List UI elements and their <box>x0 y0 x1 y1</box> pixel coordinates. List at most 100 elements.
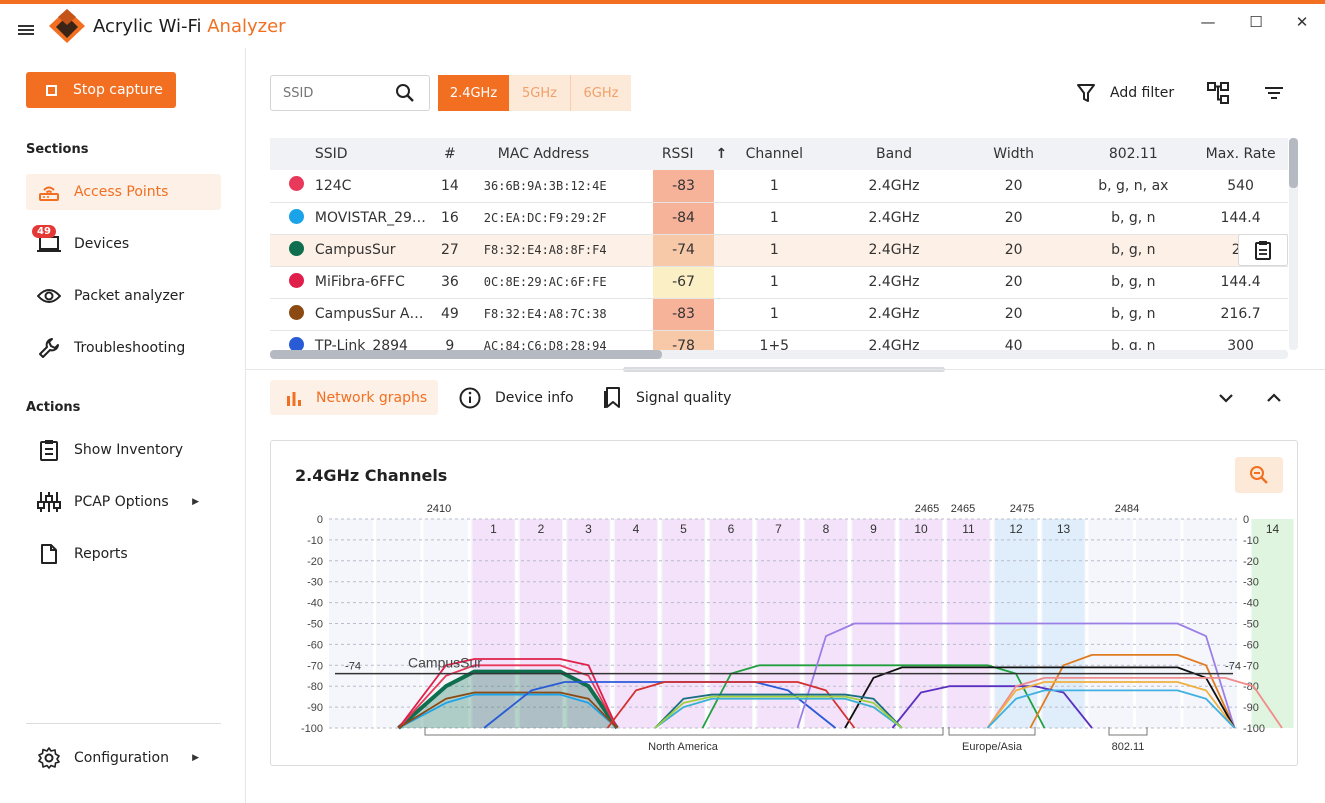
table-row[interactable]: MiFibra-6FFC 36 0C:8E:29:AC:6F:FE -67 1 2.4GH… <box>270 266 1288 299</box>
chevron-up-icon[interactable] <box>1267 393 1281 403</box>
tab-label: Signal quality <box>636 389 732 406</box>
column-header-number[interactable]: # <box>425 138 474 170</box>
color-dot <box>270 298 304 331</box>
sort-menu-icon[interactable] <box>1264 86 1284 100</box>
table-horizontal-scrollbar[interactable] <box>270 350 1288 359</box>
ssid-cell: MiFibra-6FFC <box>303 266 426 299</box>
y-tick-left: -60 <box>307 639 323 651</box>
sidebar-item-packet-analyzer[interactable]: Packet analyzer <box>26 278 221 314</box>
app-logo-icon <box>49 9 85 43</box>
y-tick-left: -10 <box>307 535 323 547</box>
channel-5-label: 5 <box>680 522 687 536</box>
stop-capture-button[interactable]: Stop capture <box>26 72 176 108</box>
table-header-row: SSID # MAC Address RSSI ↑ Channel Band Wi… <box>270 138 1288 170</box>
maximize-button[interactable]: ☐ <box>1249 13 1263 31</box>
scrollbar-thumb[interactable] <box>270 350 662 359</box>
color-dot <box>270 266 304 299</box>
band-6ghz-button[interactable]: 6GHz <box>570 75 631 111</box>
table-row[interactable]: MOVISTAR_29… 16 2C:EA:DC:F9:29:2F -84 1 2.4GH… <box>270 202 1288 235</box>
column-header-band[interactable]: Band <box>834 138 954 170</box>
ssid-search <box>270 75 430 111</box>
sidebar-item-reports[interactable]: Reports <box>26 536 221 572</box>
wrench-icon <box>39 338 59 358</box>
chevron-down-icon[interactable] <box>1219 393 1233 403</box>
column-header-max-rate[interactable]: Max. Rate <box>1193 138 1288 170</box>
channel-cell: 1 <box>714 170 835 203</box>
table-row[interactable]: TP-Link_2894 9 AC:84:C6:D8:28:94 -78 1+5 2.4G… <box>270 330 1288 350</box>
number-cell: 36 <box>425 266 474 299</box>
width-cell: 20 <box>953 202 1074 235</box>
channel-14-label: 14 <box>1266 522 1280 536</box>
sidebar-item-troubleshooting[interactable]: Troubleshooting <box>26 330 221 366</box>
band-cell: 2.4GHz <box>834 202 954 235</box>
band-5ghz-button[interactable]: 5GHz <box>509 75 570 111</box>
y-tick-right: 0 <box>1243 514 1249 526</box>
column-header-ssid[interactable]: SSID <box>303 138 426 170</box>
mac-cell: F8:32:E4:A8:8F:F4 <box>473 234 653 267</box>
zoom-button[interactable] <box>1235 457 1283 493</box>
tab-network-graphs[interactable]: Network graphs <box>270 380 438 415</box>
tab-signal-quality[interactable]: Signal quality <box>588 380 748 415</box>
search-icon[interactable] <box>395 83 415 103</box>
sidebar-item-access-points[interactable]: Access Points <box>26 174 221 210</box>
scrollbar-thumb[interactable] <box>1289 138 1298 188</box>
column-header-width[interactable]: Width <box>953 138 1074 170</box>
series-line-1 <box>397 664 618 729</box>
clipboard-icon <box>40 440 58 461</box>
sidebar-item-label: Reports <box>74 546 128 562</box>
hamburger-menu-icon[interactable] <box>18 25 34 35</box>
column-header-mac[interactable]: MAC Address <box>473 138 653 170</box>
band-cell: 2.4GHz <box>834 234 954 267</box>
column-header-802-11[interactable]: 802.11 <box>1073 138 1194 170</box>
channel-cell: 1 <box>714 298 835 331</box>
column-header-channel[interactable]: Channel <box>714 138 835 170</box>
table-row[interactable]: CampusSur A… 49 F8:32:E4:A8:7C:38 -83 1 2.4GH… <box>270 298 1288 331</box>
add-filter-button[interactable]: Add filter <box>1110 85 1175 101</box>
app-title: Acrylic Wi-Fi Analyzer <box>93 16 286 37</box>
y-tick-right: -50 <box>1243 619 1259 631</box>
width-cell: 40 <box>953 330 1074 350</box>
close-button[interactable]: ✕ <box>1295 13 1309 31</box>
ssid-search-input[interactable] <box>283 76 393 110</box>
filter-icon[interactable] <box>1076 83 1096 103</box>
standard-cell: b, g, n, ax <box>1073 170 1194 203</box>
channel-9-label: 9 <box>870 522 877 536</box>
mac-cell: 0C:8E:29:AC:6F:FE <box>473 266 653 299</box>
freq-label-2410: 2410 <box>427 503 451 515</box>
band-2-4ghz-button[interactable]: 2.4GHz <box>438 75 509 111</box>
max-rate-cell: 300 <box>1193 330 1288 350</box>
hierarchy-view-icon[interactable] <box>1207 82 1229 104</box>
sidebar-item-devices[interactable]: 49 Devices <box>26 225 221 262</box>
tab-device-info[interactable]: Device info <box>443 380 583 415</box>
sidebar-item-configuration[interactable]: Configuration ▶ <box>26 740 221 776</box>
number-cell: 9 <box>425 330 474 350</box>
channel-13-label: 13 <box>1057 522 1071 536</box>
table-row[interactable]: 124C 14 36:6B:9A:3B:12:4E -83 1 2.4GHz 20 b, g,… <box>270 170 1288 203</box>
channel-cell: 1+5 <box>714 330 835 350</box>
sidebar-item-label: Packet analyzer <box>74 288 185 304</box>
y-tick-right: -60 <box>1243 639 1259 651</box>
ssid-cell: 124C <box>303 170 426 203</box>
column-header-rssi[interactable]: RSSI ↑ <box>652 138 727 170</box>
channel-6-label: 6 <box>728 522 735 536</box>
stop-capture-label: Stop capture <box>73 82 163 98</box>
table-row[interactable]: CampusSur 27 F8:32:E4:A8:8F:F4 -74 1 2.4GHz 20… <box>270 234 1288 267</box>
equalizer-icon <box>37 492 61 512</box>
channel-11-label: 11 <box>962 522 975 536</box>
table-vertical-scrollbar[interactable] <box>1289 138 1298 350</box>
freq-label-2484: 2484 <box>1115 503 1139 515</box>
standard-cell: b, g, n <box>1073 266 1194 299</box>
copy-to-clipboard-button[interactable] <box>1238 234 1288 266</box>
sidebar-item-pcap-options[interactable]: PCAP Options ▶ <box>26 484 221 520</box>
sidebar-item-show-inventory[interactable]: Show Inventory <box>26 432 221 468</box>
series-line-15 <box>654 695 903 729</box>
selected-network-area <box>398 671 617 728</box>
color-dot <box>270 202 304 235</box>
y-tick-left: -70 <box>307 660 323 672</box>
rssi-cell: -83 <box>652 298 715 331</box>
bar-chart-icon <box>287 391 301 406</box>
minimize-button[interactable]: — <box>1200 13 1216 31</box>
sidebar-divider <box>26 723 221 724</box>
channel-1-label: 1 <box>490 522 497 536</box>
channel-cell: 1 <box>714 266 835 299</box>
